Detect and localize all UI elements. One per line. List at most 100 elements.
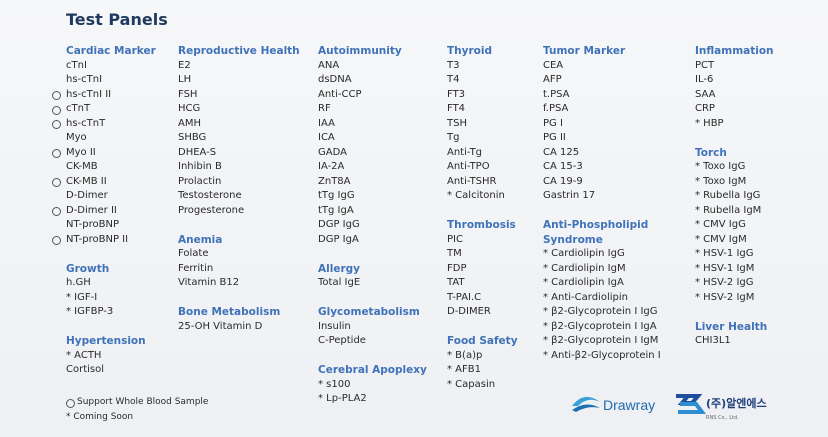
list-item: RF: [318, 102, 438, 117]
item-text: ANA: [318, 59, 340, 71]
list-item: T-PAI.C: [447, 291, 537, 306]
list-item: * AFB1: [447, 363, 537, 378]
item-text: * Anti-β2-Glycoprotein I: [543, 349, 661, 361]
list-item: * Cardiolipin IgM: [543, 262, 663, 277]
whole-blood-marker: [52, 149, 61, 158]
item-text: Anti-TPO: [447, 161, 490, 172]
section-title: Hypertension: [66, 335, 146, 347]
panel-section: Thrombosis PIC TM FDP TAT T-PAI.C D-DIMER: [447, 218, 537, 320]
list-item: * Rubella IgG: [695, 189, 805, 204]
list-item: PCT: [695, 59, 805, 74]
item-text: * Cardiolipin IgG: [543, 248, 625, 259]
list-item: * HSV-2 IgG: [695, 276, 805, 291]
list-item: * Toxo IgG: [695, 160, 805, 175]
list-item: CK-MB: [66, 160, 166, 175]
item-text: ICA: [318, 132, 335, 143]
list-item: Vitamin B12: [178, 276, 308, 291]
whole-blood-marker: [52, 236, 61, 245]
item-text: * Lp-PLA2: [318, 393, 367, 404]
item-text: * Toxo IgG: [695, 161, 746, 172]
list-item: dsDNA: [318, 73, 438, 88]
item-text: E2: [178, 59, 191, 71]
list-item: h.GH: [66, 276, 166, 291]
item-text: * β2-Glycoprotein I IgG: [543, 306, 658, 317]
list-item: Prolactin: [178, 175, 308, 190]
item-text: h.GH: [66, 277, 91, 288]
list-item: TAT: [447, 276, 537, 291]
item-text: 25-OH Vitamin D: [178, 320, 263, 332]
whole-blood-marker: [52, 207, 61, 216]
item-text: CA 15-3: [543, 161, 583, 172]
panel-section: Thyroid T3 T4 FT3 FT4 TSH Tg Anti-Tg Anti-TPO Ant…: [447, 44, 537, 204]
item-text: * HSV-1 IgM: [695, 262, 755, 274]
panel-section: Cardiac Marker cTnI hs-cTnI hs-cTnI II cTnT h…: [52, 44, 166, 247]
item-text: IA-2A: [318, 161, 345, 172]
item-text: AMH: [178, 117, 201, 129]
list-item: * CMV IgG: [695, 218, 805, 233]
section-title: Anemia: [178, 233, 223, 246]
item-text: * CMV IgG: [695, 219, 746, 230]
item-text: PG I: [543, 117, 563, 129]
list-item: HCG: [178, 102, 308, 117]
panel-section: Bone Metabolism 25-OH Vitamin D: [178, 305, 308, 334]
item-text: DHEA-S: [178, 146, 217, 158]
list-item: CEA: [543, 59, 663, 74]
list-item: FSH: [178, 88, 308, 103]
list-item: * IGF-I: [66, 291, 166, 306]
list-item: CK-MB II: [52, 175, 166, 190]
panel-section: Anti-Phospholipid Syndrome * Cardiolipin …: [543, 218, 663, 363]
item-text: * Capasin: [447, 378, 496, 390]
list-item: IA-2A: [318, 160, 438, 175]
item-text: Anti-TSHR: [447, 175, 497, 187]
list-item: Folate: [178, 247, 308, 262]
whole-blood-marker: [52, 178, 61, 187]
list-item: Progesterone: [178, 204, 308, 219]
item-text: * Rubella IgG: [695, 190, 761, 201]
item-text: TAT: [447, 277, 465, 288]
item-text: FT4: [447, 103, 466, 114]
item-text: AFP: [543, 74, 562, 85]
list-item: DHEA-S: [178, 146, 308, 161]
item-text: PG II: [543, 132, 566, 143]
list-item: PIC: [447, 233, 537, 248]
logo-icon: [572, 404, 600, 412]
section-title: Reproductive Health: [178, 45, 300, 57]
item-text: hs-cTnI II: [66, 88, 112, 100]
list-item: * s100: [318, 378, 438, 393]
item-text: ZnT8A: [318, 175, 351, 187]
item-text: * HSV-2 IgG: [695, 277, 754, 288]
whole-blood-marker: [52, 105, 61, 115]
item-text: Ferritin: [178, 262, 214, 274]
section-title: Glycometabolism: [318, 306, 420, 318]
section-title: Growth: [66, 262, 110, 275]
list-item: D-DIMER: [447, 305, 537, 320]
list-item: Testosterone: [178, 189, 308, 204]
item-text: T-PAI.C: [447, 291, 482, 303]
panel-section: Inflammation PCT IL-6 SAA CRP * HBP: [695, 44, 805, 131]
list-item: CRP: [695, 102, 805, 117]
item-text: * ACTH: [66, 349, 102, 361]
list-item: FT4: [447, 102, 537, 117]
item-text: t.PSA: [543, 88, 570, 100]
item-text: TM: [447, 248, 462, 259]
list-item: * ACTH: [66, 349, 166, 364]
item-text: Support Whole Blood Sample: [77, 397, 209, 407]
list-item: * Anti-β2-Glycoprotein I: [543, 349, 663, 364]
logo-text: (주)알엔에스: [706, 396, 767, 410]
list-item: SAA: [695, 88, 805, 103]
list-item: D-Dimer: [66, 189, 166, 204]
list-item: cTnI: [66, 59, 166, 74]
item-text: DGP IgG: [318, 219, 360, 230]
panel-section: Autoimmunity ANA dsDNA Anti-CCP RF IAA ICA GADA…: [318, 44, 438, 247]
item-text: NT-proBNP II: [66, 233, 129, 245]
list-item: ANA: [318, 59, 438, 74]
panel-section: Food Safety * B(a)p * AFB1 * Capasin: [447, 334, 537, 392]
panel-section: Liver Health CHI3L1: [695, 320, 805, 349]
logo-text: Drawray: [603, 397, 655, 413]
section-title: Autoimmunity: [318, 45, 402, 57]
list-item: * CMV IgM: [695, 233, 805, 248]
item-text: * Cardiolipin IgA: [543, 277, 624, 288]
list-item: AFP: [543, 73, 663, 88]
list-item: * IGFBP-3: [66, 305, 166, 320]
